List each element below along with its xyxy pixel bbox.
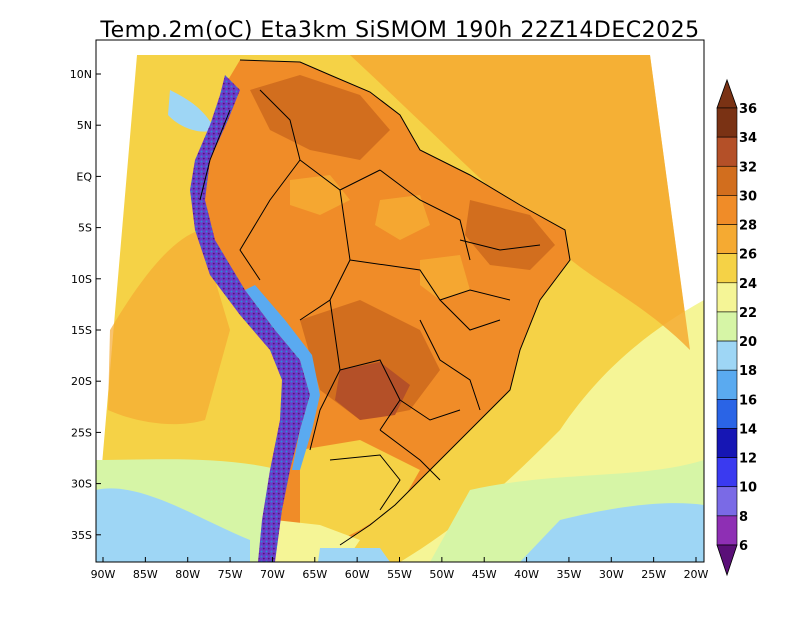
lat-label: 10N <box>70 68 92 81</box>
hot-core-north <box>250 75 390 160</box>
colorbar-label: 10 <box>739 481 757 496</box>
colorbar-label: 16 <box>739 393 757 408</box>
lon-label: 80W <box>175 568 200 581</box>
lon-label: 55W <box>387 568 412 581</box>
andes-light-edge <box>245 285 320 470</box>
lon-label: 30W <box>599 568 624 581</box>
temperature-colorbar: 36 34 32 30 28 26 24 22 20 18 16 14 12 10 8 6 <box>716 78 757 577</box>
colorbar-band <box>716 486 738 517</box>
lat-label: 20S <box>71 375 92 388</box>
colorbar-band <box>716 107 738 138</box>
colorbar-lower-arrow <box>716 544 738 577</box>
ocean-southeast-blue <box>520 503 704 562</box>
colorbar-band <box>716 136 738 167</box>
ocean-south-blue <box>96 488 250 562</box>
lat-label: 25S <box>71 426 92 439</box>
patagonia-coast-blue <box>318 548 390 562</box>
colorbar-label: 30 <box>739 189 757 204</box>
lat-label: 5N <box>77 119 92 132</box>
colorbar-label: 20 <box>739 335 757 350</box>
colorbar-band <box>716 224 738 254</box>
colorbar-label: 26 <box>739 248 757 263</box>
lon-label: 35W <box>556 568 581 581</box>
lat-label: 35S <box>71 529 92 542</box>
colorbar-label: 32 <box>739 160 757 175</box>
lon-label: 60W <box>345 568 370 581</box>
lon-label: 45W <box>472 568 497 581</box>
colorbar-label: 6 <box>739 539 748 554</box>
lon-label: 20W <box>684 568 709 581</box>
mild-patches <box>290 175 470 300</box>
latitude-axis: 10N 5N EQ 5S 10S 15S 20S 25S 30S 35S <box>70 68 101 542</box>
lon-label: 85W <box>133 568 158 581</box>
colorbar-label: 34 <box>739 131 757 146</box>
andes-cold-band <box>190 75 310 562</box>
colorbar-band <box>716 399 738 429</box>
lat-label: 30S <box>71 478 92 491</box>
temperature-field <box>96 40 704 562</box>
colorbar-label: 36 <box>739 102 757 117</box>
colorbar-band <box>716 165 738 196</box>
warm-core-northeast <box>465 200 555 270</box>
colorbar-label: 12 <box>739 452 757 467</box>
country-borders <box>199 59 571 546</box>
lon-label: 25W <box>641 568 666 581</box>
ocean-east-warm <box>350 55 690 350</box>
colorbar-band <box>716 457 738 488</box>
hottest-core <box>335 362 410 420</box>
lon-label: 75W <box>218 568 243 581</box>
colorbar-label: 22 <box>739 306 757 321</box>
colorbar-band <box>716 428 738 458</box>
colorbar-band <box>716 282 738 313</box>
colorbar-label: 28 <box>739 219 757 234</box>
southern-cooler-land <box>300 440 420 545</box>
colorbar-label: 18 <box>739 364 757 379</box>
colorbar-band <box>716 253 738 284</box>
colorbar-upper-arrow <box>716 78 738 109</box>
lon-label: 50W <box>429 568 454 581</box>
lon-label: 90W <box>91 568 116 581</box>
lat-label: 5S <box>78 222 92 235</box>
lon-label: 40W <box>514 568 539 581</box>
colorbar-band <box>716 369 738 400</box>
colorbar-label: 8 <box>739 510 748 525</box>
lat-label: EQ <box>76 170 92 183</box>
colorbar-band <box>716 515 738 546</box>
lat-label: 15S <box>71 324 92 337</box>
map-title: Temp.2m(oC) Eta3km SiSMOM 190h 22Z14DEC2… <box>100 18 700 43</box>
colorbar-band <box>716 340 738 371</box>
colorbar-band <box>716 195 738 225</box>
ocean-pacific-orange <box>108 230 230 425</box>
lat-label: 10S <box>71 273 92 286</box>
longitude-axis: 90W 85W 80W 75W 70W 65W 60W 55W 50W 45W 40W 35W 30W 2… <box>91 557 709 581</box>
colorbar-label: 24 <box>739 277 757 292</box>
lon-label: 65W <box>302 568 327 581</box>
colorbar-band <box>716 311 738 342</box>
colorbar-label: 14 <box>739 422 757 437</box>
lon-label: 70W <box>260 568 285 581</box>
ocean-pacific-north-blue <box>168 90 215 132</box>
